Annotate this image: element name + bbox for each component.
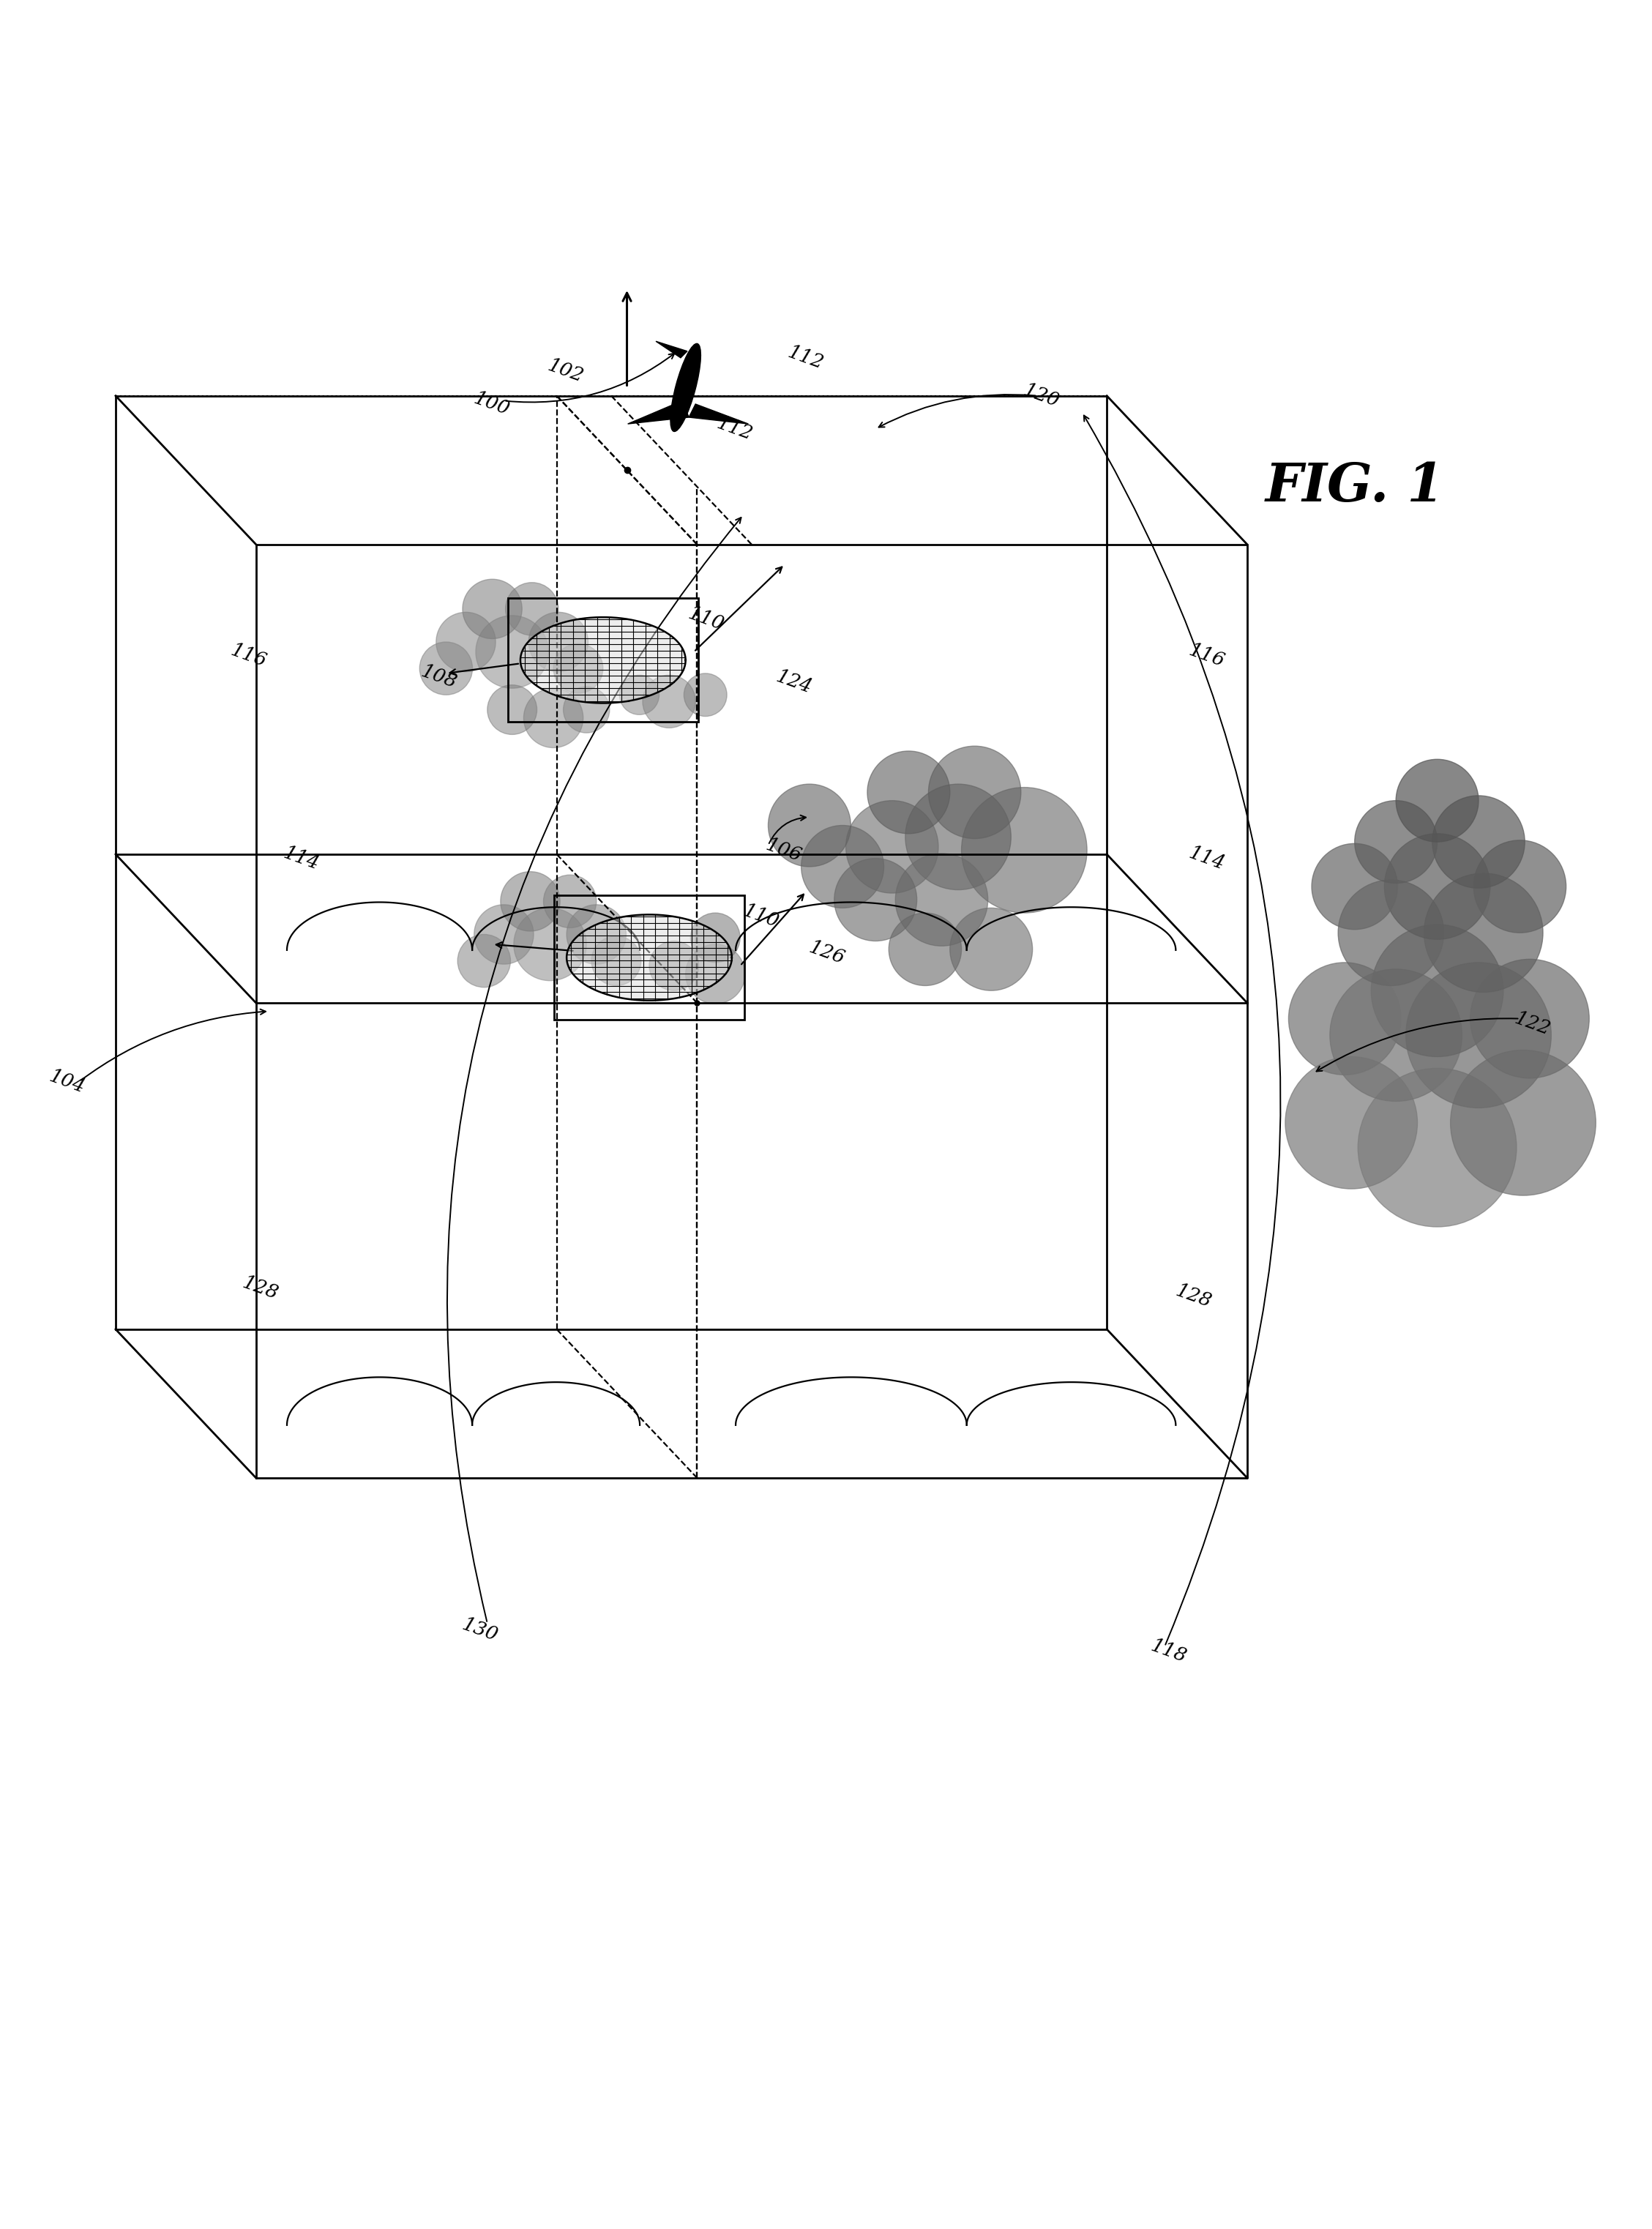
Text: 100: 100 — [471, 390, 512, 419]
Text: 112: 112 — [785, 343, 826, 372]
Circle shape — [1289, 963, 1401, 1074]
Polygon shape — [520, 617, 686, 702]
Text: 102: 102 — [545, 357, 586, 386]
Circle shape — [1432, 796, 1525, 887]
Circle shape — [686, 945, 745, 1003]
Circle shape — [1358, 1068, 1517, 1226]
Circle shape — [905, 785, 1011, 889]
Text: 116: 116 — [228, 640, 269, 671]
Text: 114: 114 — [281, 843, 322, 874]
Text: 104: 104 — [46, 1065, 88, 1097]
Circle shape — [529, 613, 588, 671]
Circle shape — [928, 747, 1021, 838]
Text: 120: 120 — [1021, 381, 1062, 410]
Circle shape — [691, 914, 740, 963]
Text: 116: 116 — [1186, 640, 1227, 671]
Circle shape — [436, 613, 496, 671]
Polygon shape — [567, 914, 732, 1001]
Circle shape — [1338, 880, 1444, 985]
Text: 128: 128 — [240, 1273, 281, 1304]
Text: 128: 128 — [1173, 1282, 1214, 1311]
Circle shape — [846, 800, 938, 894]
Circle shape — [420, 642, 472, 695]
Circle shape — [889, 914, 961, 985]
Circle shape — [501, 872, 560, 932]
Circle shape — [476, 615, 548, 689]
Polygon shape — [656, 341, 687, 359]
Circle shape — [1406, 963, 1551, 1108]
Text: 124: 124 — [773, 666, 814, 695]
Text: FIG. 1: FIG. 1 — [1265, 461, 1444, 513]
Circle shape — [1474, 840, 1566, 932]
Circle shape — [1470, 958, 1589, 1079]
Circle shape — [591, 936, 641, 985]
Circle shape — [544, 876, 596, 927]
Circle shape — [1396, 760, 1479, 843]
Ellipse shape — [671, 343, 700, 432]
Circle shape — [1312, 843, 1398, 929]
Circle shape — [961, 787, 1087, 914]
Circle shape — [567, 905, 626, 965]
Circle shape — [620, 675, 659, 716]
Circle shape — [487, 684, 537, 736]
Circle shape — [563, 687, 610, 733]
Circle shape — [768, 785, 851, 867]
Circle shape — [867, 751, 950, 834]
Polygon shape — [628, 401, 689, 424]
Circle shape — [895, 854, 988, 945]
Circle shape — [834, 858, 917, 941]
Circle shape — [649, 941, 699, 990]
Circle shape — [801, 825, 884, 907]
Circle shape — [1384, 834, 1490, 938]
Circle shape — [1424, 874, 1543, 992]
Circle shape — [1330, 970, 1462, 1101]
Text: 106: 106 — [763, 836, 805, 865]
Circle shape — [1285, 1057, 1417, 1188]
Text: 108: 108 — [418, 662, 459, 691]
Circle shape — [514, 907, 586, 981]
Text: 122: 122 — [1512, 1010, 1553, 1039]
Text: 130: 130 — [459, 1616, 501, 1645]
Text: 110: 110 — [740, 901, 781, 932]
Text: 126: 126 — [806, 938, 847, 967]
Circle shape — [643, 675, 695, 729]
Circle shape — [506, 582, 558, 635]
Circle shape — [463, 580, 522, 640]
Text: 112: 112 — [714, 415, 755, 444]
Circle shape — [1355, 800, 1437, 883]
Circle shape — [950, 907, 1032, 990]
Circle shape — [553, 644, 603, 693]
Circle shape — [1450, 1050, 1596, 1195]
Circle shape — [474, 905, 534, 965]
Polygon shape — [689, 403, 748, 424]
Circle shape — [458, 934, 510, 987]
Text: 114: 114 — [1186, 843, 1227, 874]
Text: 110: 110 — [686, 604, 727, 633]
Text: 118: 118 — [1148, 1636, 1189, 1667]
Circle shape — [524, 689, 583, 747]
Circle shape — [684, 673, 727, 716]
Circle shape — [1371, 925, 1503, 1057]
